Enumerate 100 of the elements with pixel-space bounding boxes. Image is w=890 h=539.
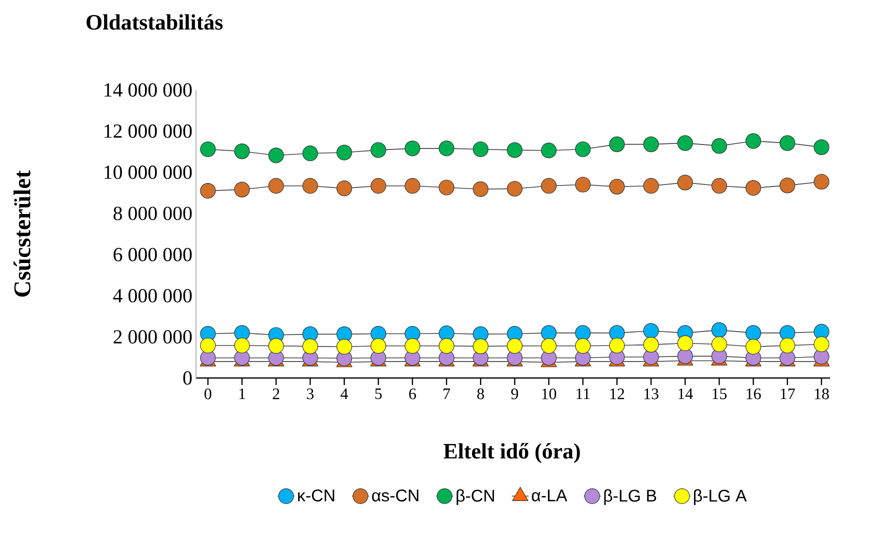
point — [472, 181, 488, 197]
point — [575, 325, 591, 341]
x-tick-label: 15 — [712, 388, 727, 400]
point — [336, 180, 352, 196]
legend-label: α-LA — [532, 490, 568, 502]
point — [268, 338, 284, 354]
point — [746, 338, 762, 355]
point — [234, 325, 250, 341]
point — [609, 178, 625, 194]
point — [404, 140, 420, 156]
x-tick-label: 6 — [409, 388, 416, 400]
x-tick-label: 4 — [340, 388, 348, 400]
point — [506, 180, 523, 197]
point — [370, 178, 386, 194]
point — [814, 336, 830, 352]
point — [677, 174, 693, 190]
x-tick-label: 8 — [477, 388, 484, 400]
point — [540, 178, 557, 194]
point — [609, 325, 625, 341]
point — [200, 141, 216, 158]
point — [643, 178, 659, 194]
x-tick-label: 2 — [272, 388, 280, 400]
point — [234, 182, 250, 198]
point — [575, 338, 591, 354]
point — [370, 338, 386, 354]
y-tick-label: 12 000 000 — [104, 124, 192, 138]
point — [370, 142, 386, 158]
x-tick-label: 11 — [576, 388, 590, 400]
y-tick-label: 14 000 000 — [104, 83, 192, 97]
point — [472, 141, 488, 158]
point — [540, 142, 557, 158]
point — [234, 338, 250, 354]
x-tick-label: 18 — [814, 388, 829, 400]
point — [438, 326, 454, 342]
x-tick-label: 5 — [375, 388, 382, 400]
point — [302, 178, 318, 194]
y-tick-label: 6 000 000 — [114, 248, 192, 262]
point — [575, 176, 591, 192]
point — [643, 323, 659, 339]
point — [404, 338, 420, 354]
point — [302, 338, 318, 354]
y-tick-label: 10 000 000 — [104, 166, 192, 179]
legend-label: β-LG B — [604, 489, 656, 506]
legend-label: β-LG A — [694, 489, 747, 506]
chart-title: Oldatstabilitás — [86, 14, 223, 30]
point — [506, 142, 523, 158]
point — [438, 140, 454, 156]
point — [746, 325, 762, 341]
point — [780, 338, 796, 354]
point — [268, 148, 284, 164]
point — [677, 348, 693, 364]
point — [780, 135, 796, 151]
point — [540, 338, 557, 354]
point — [200, 338, 216, 354]
x-tick-label: 14 — [678, 388, 693, 400]
point — [472, 338, 488, 354]
legend-label: β-CN — [456, 489, 494, 506]
y-tick-label: 4 000 000 — [113, 288, 192, 302]
point — [711, 322, 728, 338]
y-tick-label: 0 — [183, 371, 192, 385]
x-tick-label: 10 — [542, 388, 556, 400]
legend-label: κ-CN — [298, 489, 334, 502]
point — [814, 139, 830, 155]
point — [268, 178, 284, 194]
point — [746, 133, 762, 149]
point — [540, 325, 557, 341]
point — [200, 182, 216, 199]
point — [404, 178, 420, 194]
x-tick-label: 7 — [444, 388, 450, 399]
point — [609, 338, 625, 354]
x-tick-label: 13 — [644, 388, 658, 400]
point — [814, 324, 830, 340]
point — [609, 136, 625, 152]
y-tick-label: 2 000 000 — [114, 330, 192, 344]
point — [234, 144, 250, 160]
point — [711, 178, 728, 194]
point — [711, 336, 728, 352]
point — [643, 336, 659, 352]
point — [780, 325, 796, 341]
point — [302, 146, 318, 162]
x-tick-label: 17 — [780, 388, 795, 400]
point — [575, 141, 591, 158]
point — [677, 335, 693, 352]
y-tick-label: 8 000 000 — [114, 206, 192, 220]
point — [336, 326, 352, 342]
point — [438, 338, 454, 354]
point — [506, 338, 523, 354]
y-axis-title: Csúcsterület — [14, 170, 30, 297]
point — [336, 338, 352, 355]
point — [711, 138, 728, 154]
point — [438, 180, 454, 196]
x-tick-label: 12 — [610, 388, 624, 400]
point — [814, 174, 830, 190]
x-tick-label: 16 — [746, 388, 761, 400]
x-axis-title: Eltelt idő (óra) — [444, 442, 580, 464]
point — [780, 178, 796, 194]
x-tick-label: 0 — [204, 388, 212, 400]
point — [643, 136, 659, 152]
legend-label: αs-CN — [372, 489, 418, 502]
x-tick-label: 9 — [511, 388, 518, 400]
